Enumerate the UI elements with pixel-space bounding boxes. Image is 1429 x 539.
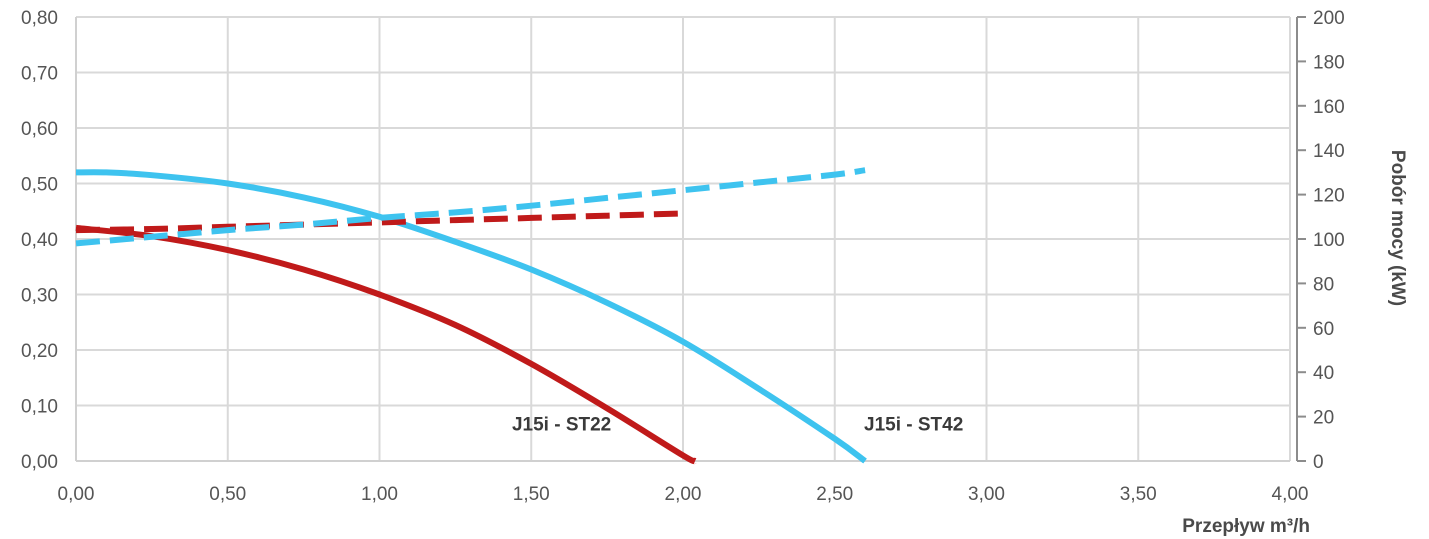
x-tick-label: 1,50 <box>513 484 550 505</box>
right-tick-label: 0 <box>1313 452 1324 473</box>
series-label: J15i - ST42 <box>864 414 963 435</box>
grid-lines <box>76 16 1291 461</box>
right-axis-title: Pobór mocy (kW) <box>1387 150 1408 306</box>
x-axis-title: Przepływ m³/h <box>1182 516 1310 537</box>
right-tick-label: 140 <box>1313 141 1345 162</box>
series-line-head-st22 <box>75 224 698 465</box>
y-tick-label: 0,50 <box>21 175 58 196</box>
x-tick-label: 2,00 <box>665 484 702 505</box>
right-tick-label: 80 <box>1313 274 1334 295</box>
y-tick-label: 0,20 <box>21 341 58 362</box>
y-tick-label: 0,40 <box>21 230 58 251</box>
x-tick-label: 3,50 <box>1120 484 1157 505</box>
series-line-power-st42 <box>75 167 866 247</box>
right-tick-label: 20 <box>1313 408 1334 429</box>
y-tick-label: 0,10 <box>21 397 58 418</box>
annotations: J15i - ST22 J15i - ST42 <box>512 414 963 435</box>
y-tick-label: 0,30 <box>21 286 58 307</box>
right-tick-label: 180 <box>1313 52 1345 73</box>
y-tick-label: 0,70 <box>21 64 58 85</box>
right-tick-label: 160 <box>1313 97 1345 118</box>
right-tick-label: 60 <box>1313 319 1334 340</box>
tick-labels: 0,00 0,50 1,00 1,50 2,00 2,50 3,00 3,50 4,00 0,00… <box>21 8 1345 505</box>
series-lines <box>75 167 867 465</box>
y-tick-label: 0,00 <box>21 452 58 473</box>
right-tick-label: 40 <box>1313 363 1334 384</box>
right-tick-label: 100 <box>1313 230 1345 251</box>
x-tick-label: 0,00 <box>58 484 95 505</box>
series-line-head-st42 <box>75 169 867 464</box>
right-tick-label: 200 <box>1313 8 1345 29</box>
x-tick-label: 4,00 <box>1272 484 1309 505</box>
axes <box>75 16 1306 462</box>
y-tick-label: 0,60 <box>21 119 58 140</box>
x-tick-label: 1,00 <box>361 484 398 505</box>
y-tick-label: 0,80 <box>21 8 58 29</box>
x-tick-label: 0,50 <box>209 484 246 505</box>
series-label: J15i - ST22 <box>512 414 611 435</box>
x-tick-label: 2,50 <box>816 484 853 505</box>
x-tick-label: 3,00 <box>968 484 1005 505</box>
right-tick-label: 120 <box>1313 186 1345 207</box>
